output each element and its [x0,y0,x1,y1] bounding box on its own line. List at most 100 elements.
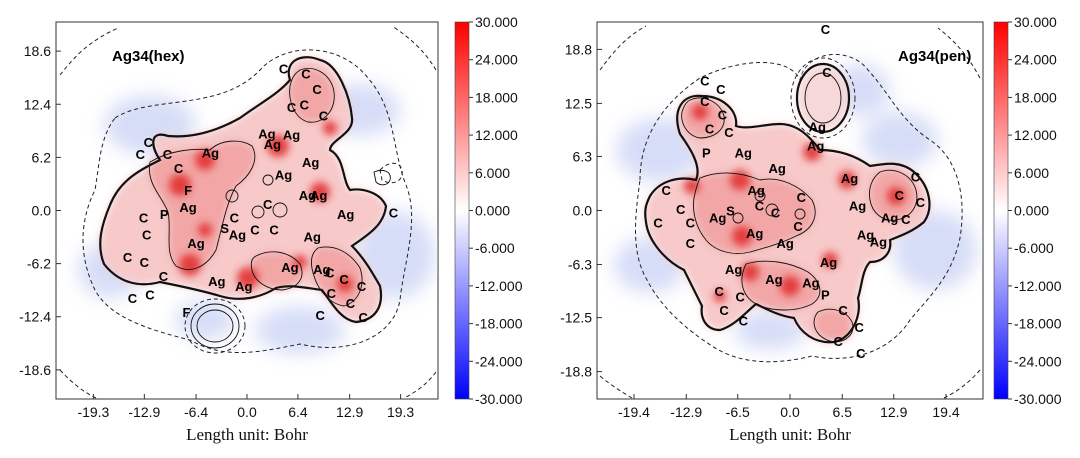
atom-label: C [144,135,154,150]
atom-label: S [220,221,229,236]
x-ticks-hex: -19.3 -12.9 -6.4 0.0 6.4 12.9 19.3 [77,394,414,420]
colorbar-ticks-hex: 30.000 24.000 18.000 12.000 6.000 0.000 -6.000… [469,14,523,407]
atom-label: C [136,147,146,162]
atom-label: C [676,202,686,217]
atom-label: C [661,183,671,198]
colorbar-tick-label: -30.000 [1014,391,1062,407]
x-tick-label: 0.0 [237,404,257,420]
colorbar-tick-label: -18.000 [1014,316,1062,332]
atom-label: C [128,291,138,306]
atom-label: C [123,250,133,265]
atom-label: C [357,279,367,294]
colorbar-gradient-pen [993,21,1009,400]
x-tick-label: -12.9 [128,404,160,420]
y-ticks-pen: 18.8 12.5 6.3 0.0 -6.3 -12.5 -18.8 [560,41,602,380]
y-tick-label: 18.6 [24,43,51,59]
atom-label: Ag [746,226,763,241]
atom-label: Ag [299,188,316,203]
x-tick-label: 12.9 [880,404,907,420]
atom-label: C [300,97,310,112]
atom-label: Ag [281,260,298,275]
y-tick-label: -12.4 [19,309,51,325]
atom-label: C [159,269,169,284]
atom-label: Ag [229,228,246,243]
colorbar-tick-label: 6.000 [1014,165,1049,181]
atom-label: C [895,188,905,203]
atom-label: C [145,288,155,303]
atom-label: C [724,125,734,140]
atom-label: C [856,346,866,361]
atom-label: C [718,108,728,123]
atom-label: C [901,212,911,227]
x-tick-label: 6.5 [833,404,853,420]
y-tick-label: 18.8 [565,41,592,57]
x-tick-label: -19.3 [77,404,109,420]
atom-label: Ag [849,199,866,214]
atom-label: Ag [187,236,204,251]
atom-label: Ag [777,236,794,251]
colorbar-tick-label: -30.000 [475,391,523,407]
atom-label: C [739,313,749,328]
atom-label: C [686,236,696,251]
atom-label: Ag [870,234,887,249]
atom-label: C [653,216,663,231]
atom-label: Ag [807,139,824,154]
atom-label: C [821,22,831,37]
atom-label: C [358,310,368,325]
atom-label: Ag [802,276,819,291]
x-tick-label: -12.9 [670,404,702,420]
atom-label: C [686,216,696,231]
atom-label: C [139,211,149,226]
atom-label: C [346,296,356,311]
x-tick-label: -6.5 [726,404,750,420]
atom-label: C [301,67,311,82]
atom-label: Ag [881,211,898,226]
atom-label: C [854,320,864,335]
x-ticks-pen: -19.4 -12.9 -6.5 0.0 6.5 12.9 19.4 [618,394,960,420]
colorbar-tick-label: 0.000 [475,203,510,219]
atom-label: Ag [768,161,785,176]
atom-label: C [263,197,273,212]
atom-label: Ag [725,262,742,277]
atom-label: Ag [258,127,275,142]
atom-label: C [140,255,150,270]
atom-label: Ag [709,211,726,226]
x-tick-label: -6.4 [184,404,208,420]
atom-label: C [319,109,329,124]
atom-label: Ag [304,229,321,244]
colorbar-tick-label: 6.000 [475,165,510,181]
atom-label: C [339,272,349,287]
colorbar-tick-label: 30.000 [475,14,518,30]
atom-label: C [269,223,279,238]
colorbar-tick-label: -24.000 [475,353,523,369]
atom-label: C [705,121,715,136]
colorbar-tick-label: -12.000 [475,278,523,294]
atom-label: F [184,183,192,198]
y-tick-label: 12.5 [565,95,592,111]
x-tick-label: 0.0 [780,404,800,420]
x-axis-title-hex: Length unit: Bohr [186,425,308,444]
plot-title-pen: Ag34(pen) [898,48,971,65]
y-tick-label: -6.3 [568,256,592,272]
colorbar-gradient-hex [454,21,470,400]
atom-label: Ag [857,228,874,243]
x-tick-label: 19.3 [387,404,414,420]
x-tick-label: 12.9 [336,404,363,420]
atom-label: Ag [235,279,252,294]
colorbar-hex: 30.000 24.000 18.000 12.000 6.000 0.000 -6.000… [454,14,523,407]
y-ticks-hex: 18.6 12.4 6.2 0.0 -6.2 -12.4 -18.6 [19,43,61,378]
y-tick-label: 6.3 [573,149,593,165]
atom-label: C [325,265,335,280]
y-tick-label: -18.6 [19,362,51,378]
colorbar-ticks-pen: 30.000 24.000 18.000 12.000 6.000 0.000 -6.000… [1008,14,1062,407]
y-tick-label: 0.0 [573,203,593,219]
atom-label: C [279,61,289,76]
atom-label: C [911,169,921,184]
colorbar-tick-label: -12.000 [1014,278,1062,294]
atom-label: Ag [310,188,327,203]
